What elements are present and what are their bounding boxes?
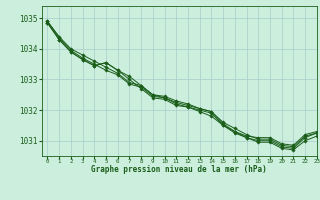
- X-axis label: Graphe pression niveau de la mer (hPa): Graphe pression niveau de la mer (hPa): [91, 165, 267, 174]
